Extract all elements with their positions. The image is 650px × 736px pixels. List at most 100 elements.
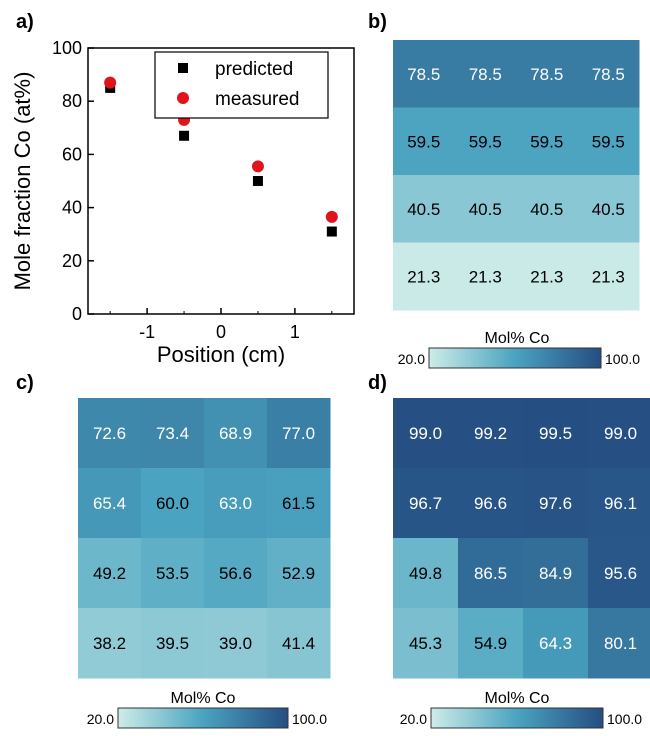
heatmap-cell: [393, 107, 455, 176]
heatmap-cell-value: 78.5: [469, 65, 502, 84]
legend-marker-predicted: [178, 63, 188, 73]
heatmap-cell: [523, 398, 589, 469]
colorbar-d: Mol% Co 20.0 100.0: [400, 690, 642, 729]
heatmap-d: 99.0 99.2 99.5 99.0 96.7 96.6 97.6 96.1 49.8 86.5…: [393, 398, 650, 679]
heatmap-cell-value: 78.5: [407, 65, 440, 84]
heatmap-cell-value: 38.2: [93, 634, 126, 653]
heatmap-cell: [454, 242, 517, 311]
colorbar-title: Mol% Co: [485, 330, 550, 347]
colorbar-c: Mol% Co 20.0 100.0: [87, 690, 327, 729]
heatmap-cell-value: 63.0: [219, 494, 252, 513]
colorbar-gradient: [117, 707, 289, 729]
heatmap-cell-value: 49.8: [409, 564, 442, 583]
heatmap-cell-value: 52.9: [282, 564, 315, 583]
heatmap-cell: [78, 468, 142, 539]
heatmap-cell: [267, 538, 331, 609]
heatmap-cell-value: 40.5: [469, 200, 502, 219]
heatmap-cell-value: 21.3: [530, 267, 563, 286]
colorbar-max-label: 100.0: [605, 351, 640, 367]
legend: predicted measured: [154, 51, 329, 119]
heatmap-cell-value: 40.5: [530, 200, 563, 219]
colorbar-min-label: 20.0: [398, 351, 425, 367]
y-axis-title: Mole fraction Co (at%): [10, 72, 35, 291]
heatmap-cell: [454, 107, 517, 176]
heatmap-cell-value: 21.3: [407, 267, 440, 286]
heatmap-cell: [577, 175, 640, 243]
heatmap-cell: [516, 40, 578, 108]
heatmap-cell: [141, 468, 205, 539]
panel-label-b: b): [368, 11, 387, 33]
heatmap-cell-value: 64.3: [539, 634, 572, 653]
heatmap-cell: [523, 608, 589, 679]
heatmap-cell: [588, 398, 650, 469]
point-measured: [104, 76, 117, 89]
legend-label-predicted: predicted: [215, 59, 293, 80]
heatmap-cell-value: 39.0: [219, 634, 252, 653]
heatmap-cell: [393, 468, 459, 539]
heatmap-cell: [204, 538, 268, 609]
heatmap-cell: [267, 608, 331, 679]
heatmap-cell: [458, 398, 524, 469]
heatmap-cell: [393, 608, 459, 679]
heatmap-cell-value: 73.4: [156, 424, 189, 443]
colorbar-min-label: 20.0: [400, 711, 427, 727]
panel-label-c: c): [16, 372, 34, 394]
heatmap-cell: [141, 608, 205, 679]
heatmap-b: 78.5 78.5 78.5 78.5 59.5 59.5 59.5 59.5 40.5 40.5…: [393, 40, 640, 311]
heatmap-cell-value: 39.5: [156, 634, 189, 653]
heatmap-cell: [204, 608, 268, 679]
x-tick-label: -1: [139, 322, 155, 342]
heatmap-cell-value: 96.7: [409, 494, 442, 513]
heatmap-cell: [523, 538, 589, 609]
heatmap-cell-value: 45.3: [409, 634, 442, 653]
y-tick-label: 20: [62, 251, 82, 271]
colorbar-gradient: [430, 707, 604, 729]
colorbar-title: Mol% Co: [171, 690, 236, 707]
heatmap-cell-value: 78.5: [592, 65, 625, 84]
heatmap-cell: [523, 468, 589, 539]
heatmap-cell-value: 97.6: [539, 494, 572, 513]
heatmap-cell-value: 59.5: [592, 132, 625, 151]
heatmap-cell-value: 53.5: [156, 564, 189, 583]
heatmap-cell-value: 96.1: [604, 494, 637, 513]
heatmap-cell-value: 54.9: [474, 634, 507, 653]
heatmap-cell: [393, 398, 459, 469]
heatmap-cell-value: 61.5: [282, 494, 315, 513]
y-tick-label: 100: [52, 38, 82, 58]
heatmap-cell-value: 86.5: [474, 564, 507, 583]
point-measured: [251, 160, 264, 173]
heatmap-cell: [267, 398, 331, 469]
heatmap-cell: [78, 398, 142, 469]
colorbar-b: Mol% Co 20.0 100.0: [398, 330, 640, 369]
heatmap-cell: [458, 538, 524, 609]
panel-label-a: a): [16, 11, 34, 33]
heatmap-cell: [516, 242, 578, 311]
heatmap-cell-value: 49.2: [93, 564, 126, 583]
heatmap-cell: [454, 40, 517, 108]
heatmap-cell: [204, 468, 268, 539]
heatmap-cell-value: 84.9: [539, 564, 572, 583]
heatmap-cell-value: 99.2: [474, 424, 507, 443]
heatmap-c: 72.6 73.4 68.9 77.0 65.4 60.0 63.0 61.5 49.2 53.5…: [78, 398, 331, 679]
point-predicted: [179, 130, 190, 141]
heatmap-cell-value: 40.5: [592, 200, 625, 219]
colorbar-max-label: 100.0: [292, 711, 327, 727]
legend-marker-measured: [177, 92, 189, 104]
heatmap-cell-value: 60.0: [156, 494, 189, 513]
heatmap-cell-value: 56.6: [219, 564, 252, 583]
heatmap-cell-value: 72.6: [93, 424, 126, 443]
x-tick-label: 0: [216, 322, 226, 342]
heatmap-cell-value: 59.5: [530, 132, 563, 151]
x-tick-label: 1: [290, 322, 300, 342]
heatmap-cell: [588, 608, 650, 679]
colorbar-min-label: 20.0: [87, 711, 114, 727]
heatmap-cell-value: 96.6: [474, 494, 507, 513]
heatmap-cell: [393, 242, 455, 311]
y-tick-label: 0: [72, 304, 82, 324]
colorbar-gradient: [428, 347, 602, 369]
heatmap-cell: [78, 538, 142, 609]
y-tick-label: 60: [62, 144, 82, 164]
heatmap-cell-value: 21.3: [592, 267, 625, 286]
point-predicted: [326, 226, 337, 237]
